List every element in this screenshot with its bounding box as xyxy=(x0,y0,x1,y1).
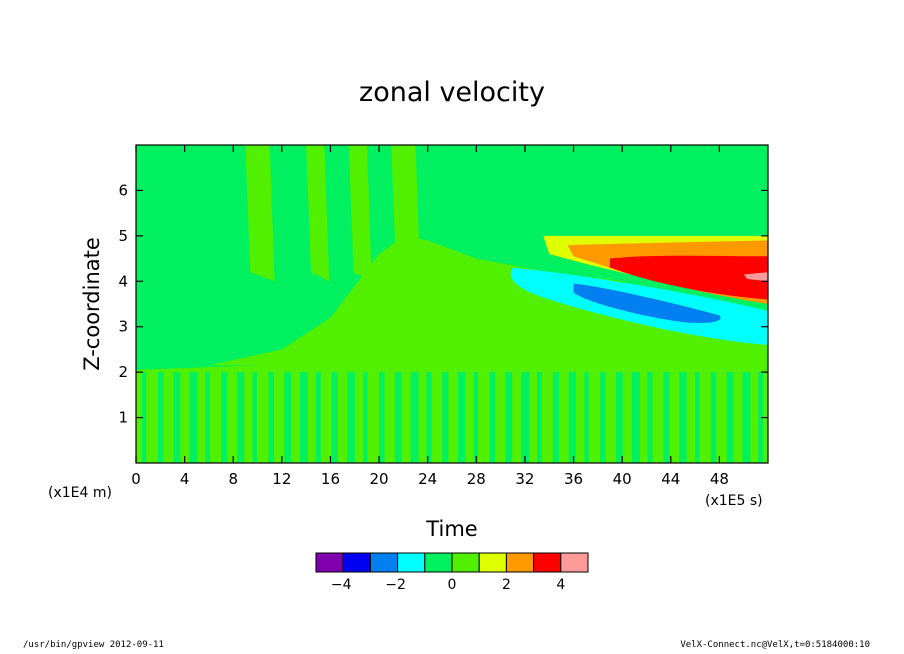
x-tick-label-24: 24 xyxy=(418,470,437,488)
lower-streak-39 xyxy=(758,372,764,463)
x-tick-label-44: 44 xyxy=(661,470,680,488)
lower-streak-0 xyxy=(142,372,147,463)
lower-streak-8 xyxy=(268,372,274,463)
lower-streak-37 xyxy=(726,372,734,463)
colorbar-label-0: −4 xyxy=(331,577,352,593)
colorbar-label-1: −2 xyxy=(385,577,406,593)
colorbar: −4 −2 0 2 4 xyxy=(315,552,589,593)
lower-streak-1 xyxy=(157,372,164,463)
colorbar-label-4: 4 xyxy=(556,577,565,593)
contour-blue xyxy=(573,283,721,324)
colorbar-swatch-3 xyxy=(397,552,426,573)
lower-streak-7 xyxy=(252,372,257,463)
lower-streak-22 xyxy=(489,372,496,463)
lower-streak-33 xyxy=(663,372,670,463)
x-tick-label-4: 4 xyxy=(180,470,190,488)
colorbar-swatch-8 xyxy=(533,552,562,573)
colorbar-swatch-4 xyxy=(424,552,453,573)
colorbar-swatch-0 xyxy=(315,552,344,573)
lower-streak-27 xyxy=(568,372,576,463)
lower-streak-25 xyxy=(537,372,542,463)
lower-streak-35 xyxy=(695,372,700,463)
x-axis-unit: (x1E5 s) xyxy=(705,493,763,509)
lower-streak-19 xyxy=(442,372,449,463)
colorbar-label-2: 0 xyxy=(448,577,457,593)
y-tick-label-2: 2 xyxy=(118,363,128,381)
lower-streak-28 xyxy=(584,372,589,463)
lower-streak-15 xyxy=(379,372,385,463)
x-tick-label-16: 16 xyxy=(321,470,340,488)
y-axis: 1 2 3 4 5 6 xyxy=(118,181,768,427)
middle-positive-region xyxy=(208,235,768,375)
lower-streak-17 xyxy=(410,372,419,463)
x-tick-label-36: 36 xyxy=(564,470,583,488)
lower-streak-5 xyxy=(221,372,228,463)
lower-streak-21 xyxy=(473,372,479,463)
lower-streak-4 xyxy=(205,372,211,463)
lower-streak-13 xyxy=(347,372,355,463)
x-tick-label-0: 0 xyxy=(131,470,141,488)
lower-streak-2 xyxy=(173,372,181,463)
colorbar-swatch-1 xyxy=(342,552,371,573)
colorbar-swatch-5 xyxy=(451,552,480,573)
y-axis-unit: (x1E4 m) xyxy=(48,485,112,501)
lower-streak-38 xyxy=(742,372,751,463)
lower-streak-20 xyxy=(458,372,466,463)
lower-streak-31 xyxy=(631,372,640,463)
x-tick-label-40: 40 xyxy=(613,470,632,488)
footer-right: VelX-Connect.nc@VelX,t=0:5184000:10 xyxy=(680,640,870,650)
lower-streak-32 xyxy=(647,372,653,463)
upper-streak-1 xyxy=(306,145,330,282)
lower-streak-16 xyxy=(394,372,402,463)
upper-streak-3 xyxy=(391,145,421,282)
plot-frame xyxy=(135,144,769,464)
x-tick-label-48: 48 xyxy=(710,470,729,488)
colorbar-swatch-6 xyxy=(478,552,507,573)
y-tick-label-1: 1 xyxy=(118,409,128,427)
lower-streak-14 xyxy=(363,372,368,463)
contour-pink xyxy=(743,272,768,282)
y-axis-label: Z-coordinate xyxy=(80,237,104,371)
footer-left: /usr/bin/gpview 2012-09-11 xyxy=(23,640,164,650)
y-tick-label-6: 6 xyxy=(118,181,128,199)
lower-streak-12 xyxy=(331,372,338,463)
lower-streak-30 xyxy=(616,372,623,463)
y-tick-label-3: 3 xyxy=(118,318,128,336)
lower-streak-6 xyxy=(236,372,245,463)
lower-streak-10 xyxy=(300,372,308,463)
x-tick-label-8: 8 xyxy=(228,470,238,488)
colorbar-swatch-2 xyxy=(369,552,399,573)
lower-streak-29 xyxy=(600,372,606,463)
plot-area xyxy=(135,144,769,464)
lower-streak-9 xyxy=(284,372,291,463)
lower-streak-23 xyxy=(505,372,513,463)
x-axis: 0 4 8 12 16 20 24 28 32 36 40 44 48 xyxy=(131,145,729,488)
x-tick-label-20: 20 xyxy=(370,470,389,488)
y-tick-label-4: 4 xyxy=(118,272,128,290)
colorbar-swatch-7 xyxy=(505,552,535,573)
lower-streak-26 xyxy=(552,372,559,463)
lower-streak-3 xyxy=(189,372,198,463)
lower-streak-11 xyxy=(315,372,321,463)
lower-streak-36 xyxy=(710,372,717,463)
x-tick-label-32: 32 xyxy=(515,470,534,488)
lower-streak-34 xyxy=(679,372,687,463)
x-tick-label-12: 12 xyxy=(272,470,291,488)
y-tick-label-5: 5 xyxy=(118,227,128,245)
upper-streak-2 xyxy=(348,145,372,282)
x-axis-label: Time xyxy=(425,517,477,541)
colorbar-swatch-9 xyxy=(560,552,589,573)
contour-red xyxy=(610,255,768,300)
x-tick-label-28: 28 xyxy=(467,470,486,488)
upper-streak-0 xyxy=(245,145,275,282)
colorbar-label-3: 2 xyxy=(502,577,511,593)
chart-title: zonal velocity xyxy=(359,77,545,108)
lower-positive-band xyxy=(136,365,768,463)
lower-streak-24 xyxy=(521,372,530,463)
lower-streak-18 xyxy=(426,372,432,463)
